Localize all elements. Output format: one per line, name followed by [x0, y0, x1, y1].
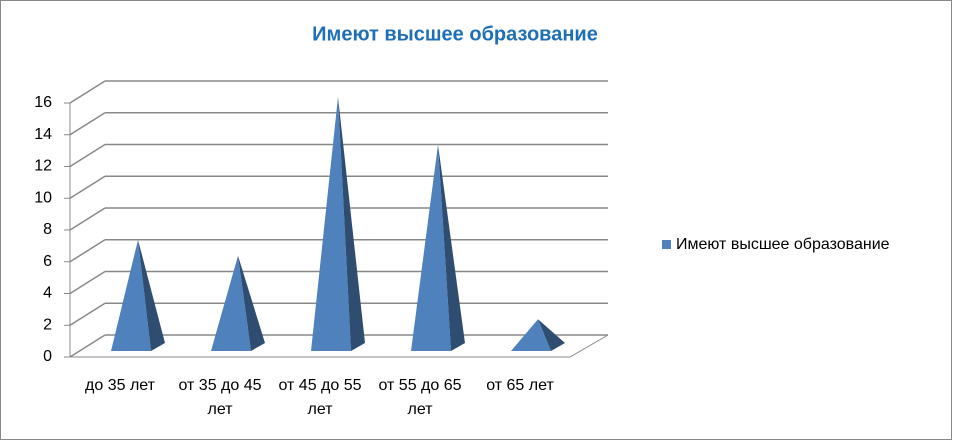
legend-label: Имеют высшее образование — [676, 236, 890, 253]
pyramid — [411, 144, 465, 351]
grid-line — [69, 175, 106, 199]
pyramid-front — [311, 97, 351, 351]
y-tick-label: 8 — [43, 221, 52, 238]
grid-line — [69, 270, 106, 295]
grid-line — [69, 112, 106, 136]
pyramid — [111, 239, 165, 351]
y-tick-label: 12 — [34, 158, 52, 175]
pyramid-front — [111, 239, 151, 351]
y-tick-label: 16 — [34, 94, 52, 111]
x-tick-label: от 55 до 65 лет — [378, 377, 462, 418]
y-tick-label: 2 — [43, 316, 52, 333]
floor — [70, 334, 609, 358]
y-tick-label: 6 — [43, 253, 52, 270]
y-tick-label: 14 — [34, 126, 52, 143]
pyramid-front — [511, 319, 551, 351]
pyramid-side — [238, 255, 265, 351]
grid-line — [69, 334, 106, 358]
y-tick-label: 10 — [34, 189, 52, 206]
pyramid-side — [538, 319, 565, 351]
pyramid-side — [438, 144, 465, 351]
pyramid-side — [138, 239, 165, 351]
grid-line — [69, 80, 106, 104]
x-tick-label: от 45 до 55 лет — [278, 377, 362, 418]
x-tick-label: от 65 лет — [486, 377, 554, 394]
x-tick-label: до 35 лет — [85, 377, 155, 394]
grid-line — [69, 207, 106, 231]
x-tick-label: от 35 до 45 лет — [178, 377, 262, 418]
grid-line — [69, 302, 106, 326]
chart-title: Имеют высшее образование — [312, 23, 598, 45]
legend-swatch — [662, 240, 671, 249]
pyramid — [311, 97, 365, 351]
pyramid — [511, 319, 565, 351]
y-tick-label: 0 — [43, 348, 52, 365]
pyramid-front — [211, 255, 251, 351]
grid-line — [69, 239, 106, 263]
pyramid-front — [411, 144, 451, 351]
pyramid-side — [338, 97, 365, 351]
pyramid — [211, 255, 265, 351]
y-tick-label: 4 — [43, 285, 52, 302]
grid-line — [69, 143, 106, 168]
